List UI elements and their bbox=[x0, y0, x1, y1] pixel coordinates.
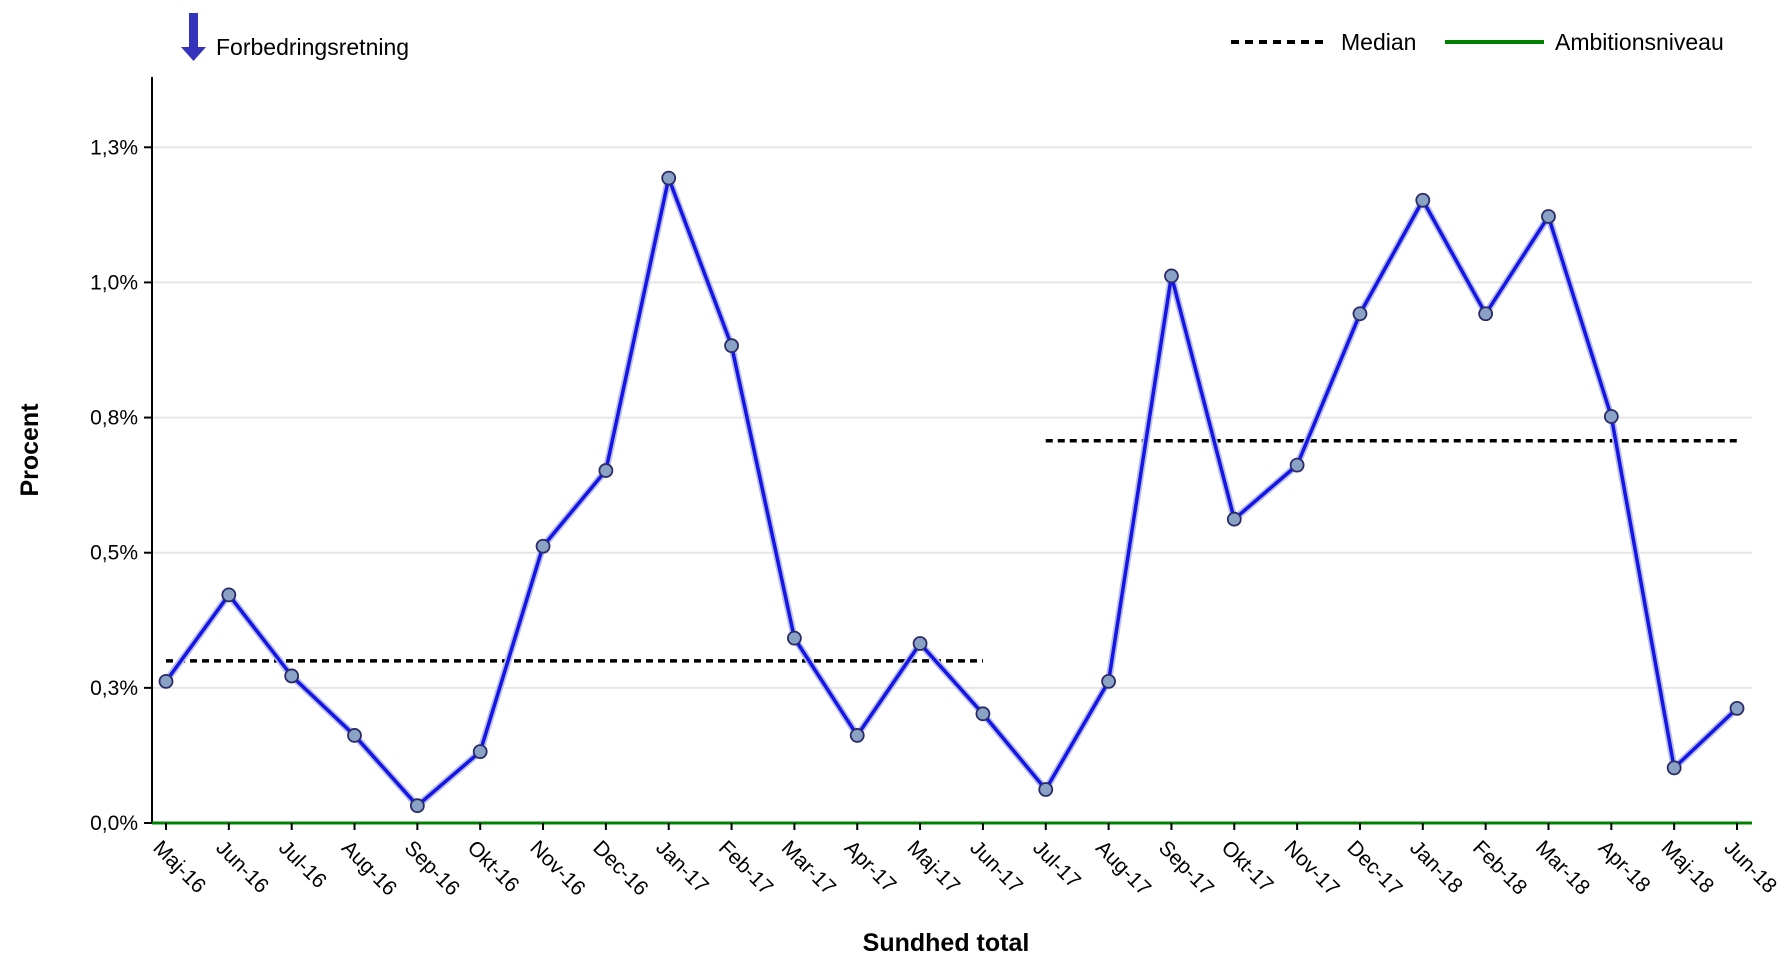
y-tick-label: 0,3% bbox=[90, 677, 138, 700]
series-group bbox=[158, 170, 1745, 814]
x-tick-label: Okt-17 bbox=[1217, 836, 1278, 897]
y-tick-label: 1,0% bbox=[90, 271, 138, 294]
y-tick-label: 0,0% bbox=[90, 812, 138, 835]
x-tick-label: Jun-18 bbox=[1719, 836, 1781, 898]
x-tick-label: Dec-16 bbox=[588, 836, 652, 900]
x-tick-label: Aug-17 bbox=[1091, 836, 1155, 900]
data-point bbox=[1352, 306, 1368, 322]
direction-label: Forbedringsretning bbox=[216, 34, 409, 60]
gridlines bbox=[152, 146, 1752, 689]
data-point bbox=[1729, 700, 1745, 716]
x-axis-title: Sundhed total bbox=[863, 929, 1030, 956]
data-point bbox=[347, 728, 362, 743]
direction-indicator: Forbedringsretning bbox=[181, 13, 409, 61]
x-tick-label: Nov-17 bbox=[1280, 836, 1344, 900]
x-tick-label: Sep-17 bbox=[1154, 836, 1218, 900]
x-tick-label: Mar-17 bbox=[777, 836, 840, 899]
legend-median-label: Median bbox=[1341, 29, 1416, 55]
data-point bbox=[1101, 673, 1116, 689]
data-point bbox=[1415, 192, 1431, 208]
y-axis-ticks: 0,0% 0,3% 0,5% 0,8% 1,0% 1,3% bbox=[90, 136, 152, 835]
x-tick-label: Okt-16 bbox=[463, 836, 524, 897]
data-point bbox=[1603, 409, 1619, 424]
x-tick-label: Aug-16 bbox=[337, 836, 401, 900]
data-point bbox=[535, 538, 551, 554]
axes bbox=[151, 77, 1752, 824]
x-tick-label: Jan-18 bbox=[1405, 836, 1467, 898]
data-point bbox=[1478, 306, 1494, 322]
data-point bbox=[284, 668, 300, 684]
data-point bbox=[975, 706, 991, 722]
data-point bbox=[472, 744, 488, 760]
x-tick-label: Mar-18 bbox=[1531, 836, 1594, 899]
x-tick-label: Jul-17 bbox=[1028, 836, 1085, 893]
y-axis-title: Procent bbox=[16, 403, 44, 497]
data-point bbox=[661, 170, 677, 186]
data-point bbox=[1038, 782, 1054, 797]
data-point bbox=[409, 798, 425, 814]
data-point bbox=[1666, 760, 1682, 776]
series-line-halo bbox=[162, 174, 1741, 810]
x-tick-label: Feb-17 bbox=[714, 836, 777, 899]
data-point bbox=[724, 338, 739, 354]
data-point bbox=[912, 636, 928, 651]
x-tick-label: Maj-18 bbox=[1657, 836, 1719, 898]
y-tick-label: 1,3% bbox=[90, 136, 138, 159]
data-point bbox=[1541, 209, 1556, 224]
y-tick-label: 0,5% bbox=[90, 542, 138, 565]
data-point bbox=[1289, 457, 1305, 473]
x-tick-label: Jun-17 bbox=[965, 836, 1027, 898]
x-tick-label: Maj-17 bbox=[903, 836, 965, 898]
data-point bbox=[1226, 511, 1242, 527]
x-tick-label: Feb-18 bbox=[1468, 836, 1531, 899]
x-tick-label: Jul-16 bbox=[274, 836, 331, 893]
x-tick-label: Jun-16 bbox=[211, 836, 273, 898]
x-tick-label: Nov-16 bbox=[526, 836, 590, 900]
x-tick-label: Apr-18 bbox=[1594, 836, 1655, 897]
median-lines bbox=[166, 439, 1737, 663]
legend: Median Ambitionsniveau bbox=[1231, 29, 1724, 55]
x-tick-label: Maj-16 bbox=[148, 836, 210, 898]
data-point bbox=[849, 728, 865, 743]
x-tick-label: Sep-16 bbox=[400, 836, 464, 900]
x-tick-label: Jan-17 bbox=[651, 836, 713, 898]
data-point bbox=[221, 587, 237, 603]
data-point bbox=[1164, 268, 1179, 284]
legend-ambition-label: Ambitionsniveau bbox=[1555, 29, 1724, 55]
data-point bbox=[158, 673, 174, 689]
data-point bbox=[787, 630, 802, 646]
data-point bbox=[598, 463, 614, 478]
series-line bbox=[164, 176, 1739, 808]
arrow-down-icon bbox=[181, 13, 206, 61]
x-tick-label: Apr-17 bbox=[840, 836, 901, 897]
x-tick-label: Dec-17 bbox=[1342, 836, 1406, 900]
y-tick-label: 0,8% bbox=[90, 407, 138, 430]
